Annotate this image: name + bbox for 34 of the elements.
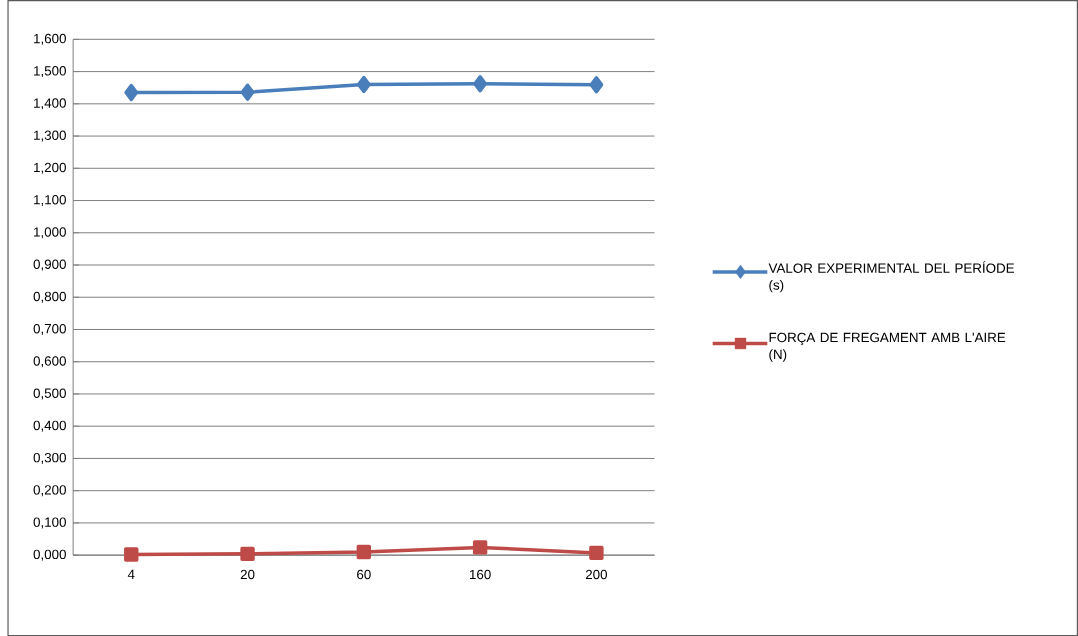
x-tick-label: 4 [127, 569, 135, 579]
y-tick-label: 0,800 [33, 291, 66, 303]
point [356, 544, 372, 560]
y-tick-label: 1,200 [34, 162, 66, 174]
y-tick-label: 1,100 [34, 194, 66, 206]
point [124, 83, 139, 102]
y-tick-label: 0,600 [33, 356, 66, 368]
point [589, 545, 604, 560]
x-tick-label: 160 [469, 569, 491, 580]
point [356, 75, 371, 94]
y-tick-label: 1,500 [34, 65, 66, 77]
y-tick-label: 0,400 [33, 420, 66, 432]
point [472, 540, 488, 555]
x-tick-label: 200 [585, 569, 608, 580]
y-tick-label: 0,300 [33, 452, 66, 464]
legend-label: VALOR EXPERIMENTAL DEL PERÍODE (s) [768, 261, 1015, 293]
y-tick-label: 0,200 [33, 485, 66, 497]
legend-label: FORÇA DE FREGAMENT AMB L'AIRE (N) [769, 332, 1006, 362]
y-tick-label: 1,300 [34, 130, 66, 142]
point [240, 83, 255, 101]
y-tick-label: 0,100 [33, 517, 66, 529]
x-tick-label: 20 [240, 569, 255, 580]
y-tick-label: 1,600 [34, 33, 66, 45]
y-tick-label: 0,700 [33, 323, 66, 335]
y-tick-label: 0,900 [33, 259, 66, 271]
y-tick-label: 0,500 [33, 388, 66, 400]
y-tick-label: 0,000 [33, 549, 66, 561]
y-tick-label: 1,400 [34, 98, 66, 110]
y-tick-label: 1,000 [34, 227, 66, 239]
x-tick-label: 60 [357, 569, 371, 580]
point [124, 547, 139, 562]
point [240, 546, 255, 561]
point [473, 75, 488, 93]
point [589, 75, 604, 94]
